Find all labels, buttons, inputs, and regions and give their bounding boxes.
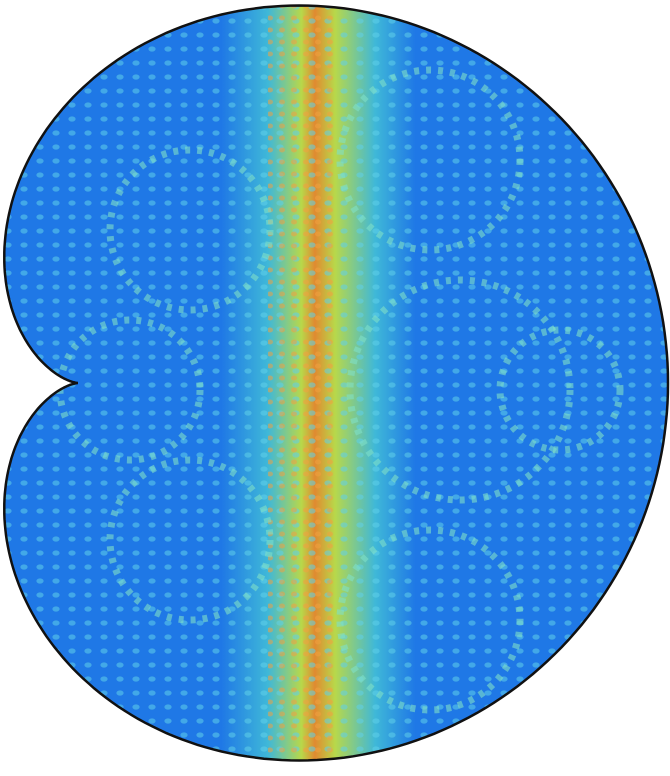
cardioid-image [0,0,670,771]
page: (() => { const data = JSON.parse(documen… [0,0,670,771]
central-band [268,0,338,771]
mode-pattern [0,0,670,771]
